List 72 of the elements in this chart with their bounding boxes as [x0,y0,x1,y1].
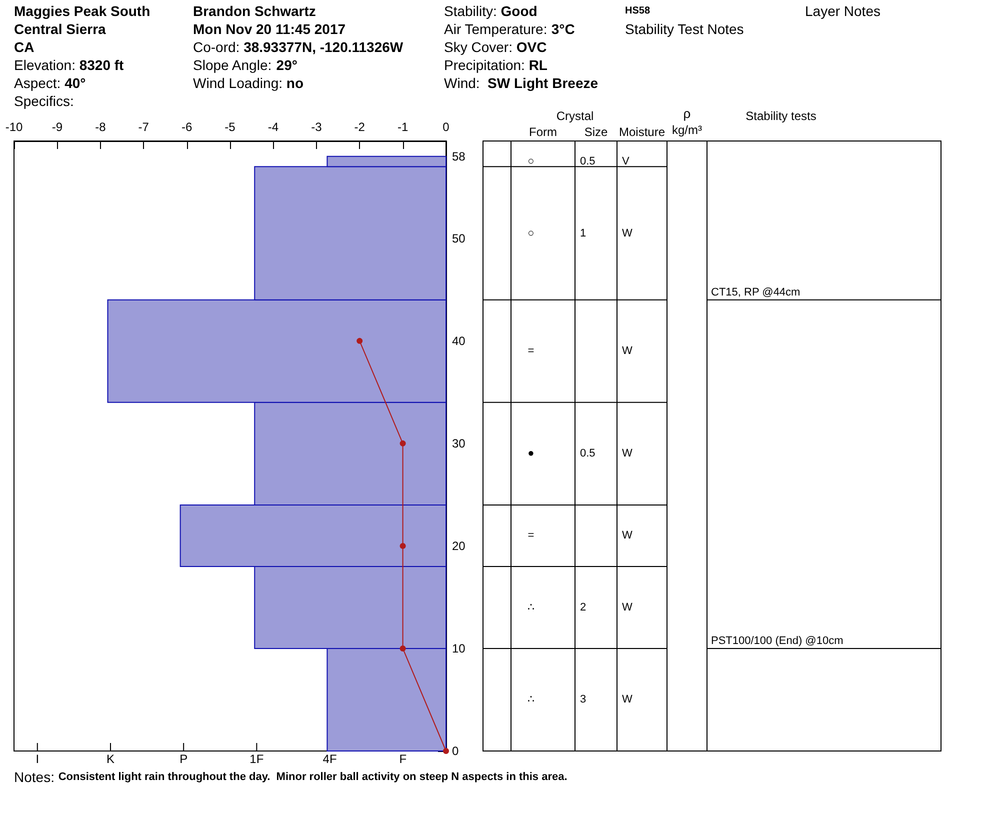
text: V [622,156,630,168]
category-label: Stability tests [746,109,816,123]
text: Maggies Peak South [14,3,150,19]
y-tick-label: 20 [452,538,466,553]
x-tick-label: -10 [5,120,23,134]
text: ○ [528,156,534,168]
text: ○ [528,227,534,240]
text: W [622,601,632,614]
text: 0.5 [580,156,596,168]
text: ∴ [528,601,534,614]
text: W [622,694,632,706]
text: W [622,345,632,358]
text: Air Temperature: 3°C [444,21,575,37]
text: 1 [580,227,586,240]
x-tick-label: -7 [138,120,150,134]
text: ∴ [528,694,534,706]
text: Specifics: [14,93,74,109]
text: 4F [322,752,337,766]
category-label: Size [584,125,608,139]
x-tick-label: 0 [442,120,450,134]
x-tick-label: -8 [95,120,106,134]
text: Wind: SW Light Breeze [444,75,598,91]
text: CT15, RP @44cm [711,286,800,298]
text: F [399,752,407,766]
text: HS58 [625,6,650,16]
x-tick-label: -2 [354,120,366,134]
text: Sky Cover: OVC [444,39,547,55]
text: Notes: Consistent light rain throughout the day. Minor roller ball activity on steep N aspects in this area. [14,769,568,785]
y-tick-label: 58 [452,149,466,164]
text: Slope Angle: 29° [193,57,298,73]
text: PST100/100 (End) @10cm [711,634,844,647]
x-tick-label: -3 [311,120,322,134]
text: Mon Nov 20 11:45 2017 [193,21,346,37]
text: Brandon Schwartz [193,3,316,19]
y-tick-label: 30 [452,436,466,450]
text: I [36,752,40,766]
text: W [622,530,632,542]
category-label: Moisture [618,125,666,139]
text: 3 [580,694,586,706]
text: Aspect: 40° [14,75,86,91]
text: ρ [683,106,691,121]
text: = [528,345,534,358]
text: K [106,752,114,766]
text: Central Sierra [14,21,106,37]
text: P [180,752,188,766]
x-tick-label: -5 [224,120,236,134]
text: Stability: Good [444,3,538,19]
text: Wind Loading: no [193,75,304,91]
text: Crystal [556,109,594,123]
y-tick-label: 40 [452,334,466,348]
text: W [622,448,632,460]
text: CA [14,39,34,55]
text: Layer Notes [805,3,880,19]
text: ● [528,448,534,460]
text: kg/m³ [672,123,702,137]
x-tick-label: -4 [268,120,279,134]
x-tick-label: -6 [181,120,192,134]
text: W [622,227,632,240]
category-label: Form [529,125,557,139]
x-tick-label: -9 [52,120,63,134]
x-tick-label: -1 [397,120,408,134]
y-tick-label: 0 [452,744,459,758]
text: Elevation: 8320 ft [14,57,124,73]
text: = [528,530,534,542]
text: 0.5 [580,448,596,460]
text: Co-ord: 38.93377N, -120.11326W [193,39,404,55]
text: Precipitation: RL [444,57,548,73]
text: 1F [250,752,264,766]
text: 2 [580,601,586,614]
text: Stability Test Notes [625,21,744,37]
y-tick-label: 50 [452,231,466,246]
y-tick-label: 10 [452,641,466,656]
